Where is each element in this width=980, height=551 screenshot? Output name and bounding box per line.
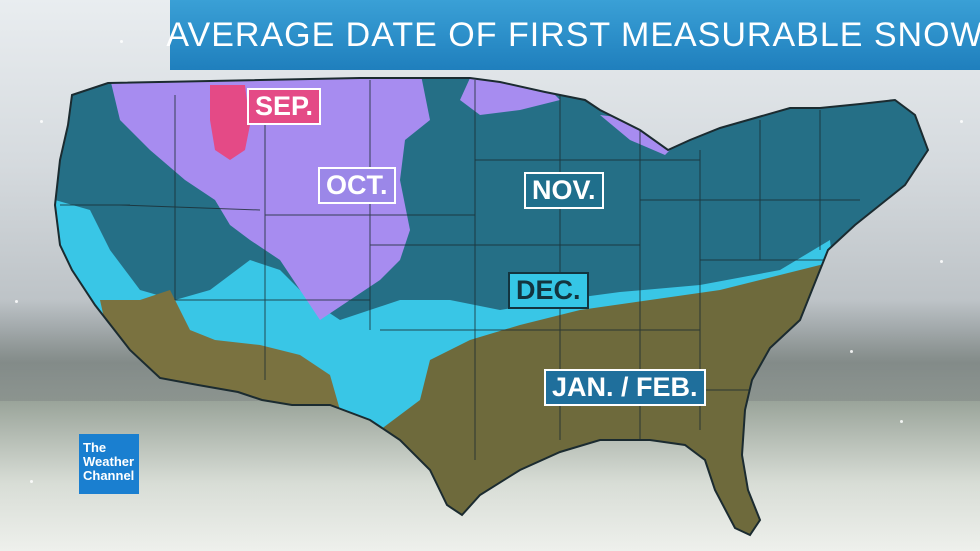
snowflake [900,420,903,423]
zone-oct [108,78,430,320]
label-sep: SEP. [247,88,322,125]
title-banner: AVERAGE DATE OF FIRST MEASURABLE SNOW [166,0,980,70]
logo-line-3: Channel [83,468,135,483]
label-oct: OCT. [318,167,396,204]
snowflake [30,480,33,483]
snowflake [120,40,123,43]
map-title: AVERAGE DATE OF FIRST MEASURABLE SNOW [166,15,980,54]
label-dec: DEC. [508,272,589,309]
label-nov: NOV. [524,172,604,209]
label-jan-feb: JAN. / FEB. [544,369,706,406]
snowflake [40,120,43,123]
snowflake [940,260,943,263]
snowflake [960,120,963,123]
logo-line-1: The [83,440,107,455]
snowflake [15,300,18,303]
snowflake [850,350,853,353]
state-borders [60,80,860,460]
weather-channel-logo: The Weather Channel [79,434,139,494]
zone-sep [210,85,250,160]
logo-line-2: Weather [83,454,135,469]
